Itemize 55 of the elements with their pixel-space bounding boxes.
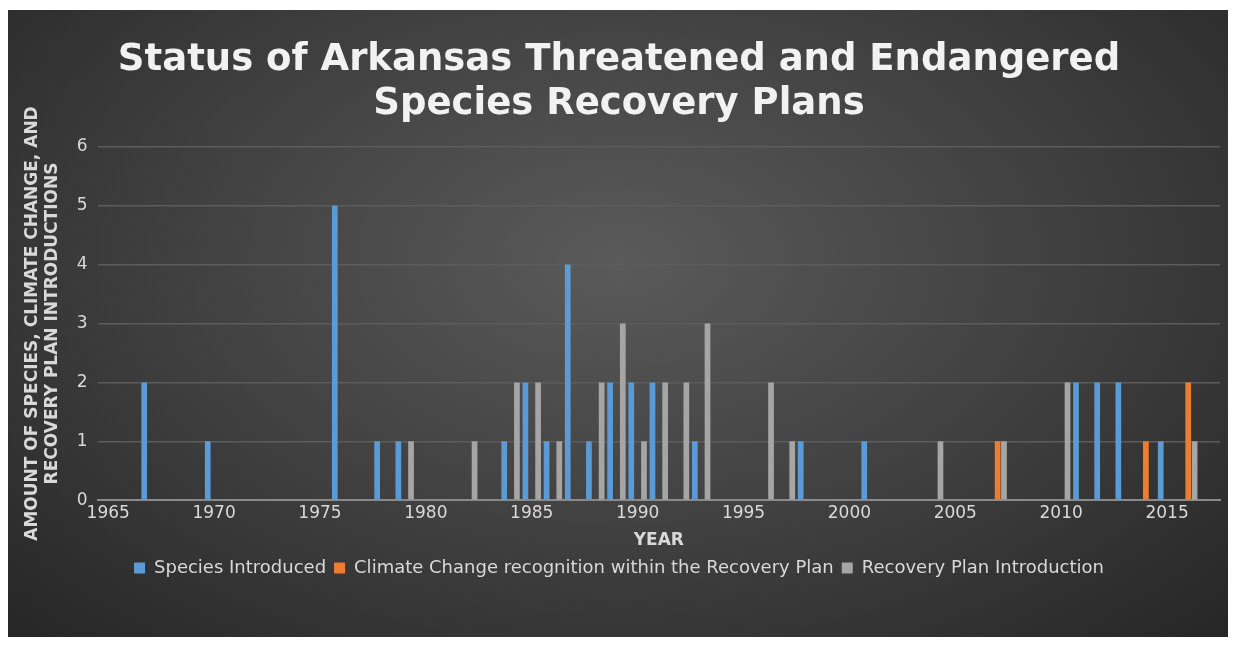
legend-label: Climate Change recognition within the Recovery Plan	[354, 555, 834, 577]
bar	[514, 382, 520, 500]
legend-label: Species Introduced	[154, 555, 327, 577]
y-axis-title: AMOUNT OF SPECIES, CLIMATE CHANGE, AND RECOVERY PLAN INTRODUCTIONS	[20, 106, 62, 541]
bar	[501, 441, 508, 500]
bar	[607, 382, 613, 500]
bar	[564, 264, 571, 500]
x-tick-label: 2015	[1145, 501, 1189, 522]
x-axis-title: YEAR	[632, 529, 684, 550]
bar	[1157, 441, 1164, 500]
y-tick-label: 6	[76, 135, 88, 156]
bar	[586, 441, 592, 500]
x-tick-label: 2000	[827, 501, 872, 522]
bar	[797, 441, 804, 500]
bar	[861, 441, 868, 500]
bar	[374, 441, 381, 500]
bar	[395, 441, 402, 500]
bar	[628, 382, 635, 500]
legend-label: Recovery Plan Introduction	[861, 555, 1104, 577]
bar	[408, 441, 414, 500]
bar	[1115, 382, 1122, 500]
y-tick-label: 2	[76, 370, 88, 391]
x-tick-label: 1990	[616, 501, 660, 522]
x-tick-label: 2005	[933, 501, 977, 522]
bar	[1001, 441, 1007, 500]
bar	[556, 441, 563, 500]
y-tick-label: 5	[76, 194, 88, 215]
x-tick-label: 1975	[298, 501, 342, 522]
x-tick-label: 2010	[1039, 501, 1083, 522]
bar	[331, 205, 338, 500]
bar	[619, 323, 626, 500]
bar	[691, 441, 698, 500]
x-tick-label: 1985	[510, 501, 554, 522]
x-tick-label: 1980	[404, 501, 448, 522]
y-tick-label: 1	[76, 429, 88, 450]
bar	[141, 382, 148, 500]
x-tick-label: 1995	[721, 501, 766, 522]
bar	[204, 441, 211, 500]
bar	[789, 441, 796, 500]
bar	[1185, 382, 1192, 500]
bar	[641, 441, 647, 500]
bar	[994, 441, 1001, 500]
x-tick-label: 1965	[86, 501, 130, 522]
chart-title: Status of Arkansas Threatened and Endangered Species Recovery Plans	[117, 35, 1121, 124]
y-tick-label: 0	[76, 488, 88, 509]
y-tick-label: 3	[76, 311, 88, 332]
bar	[683, 382, 690, 500]
bar	[768, 382, 774, 500]
x-tick-label: 1970	[192, 501, 236, 522]
bar	[1094, 382, 1101, 500]
bar	[535, 382, 541, 500]
bar	[1073, 382, 1079, 500]
bar	[662, 382, 669, 500]
y-tick-label: 4	[76, 253, 88, 274]
bar	[1143, 441, 1149, 500]
